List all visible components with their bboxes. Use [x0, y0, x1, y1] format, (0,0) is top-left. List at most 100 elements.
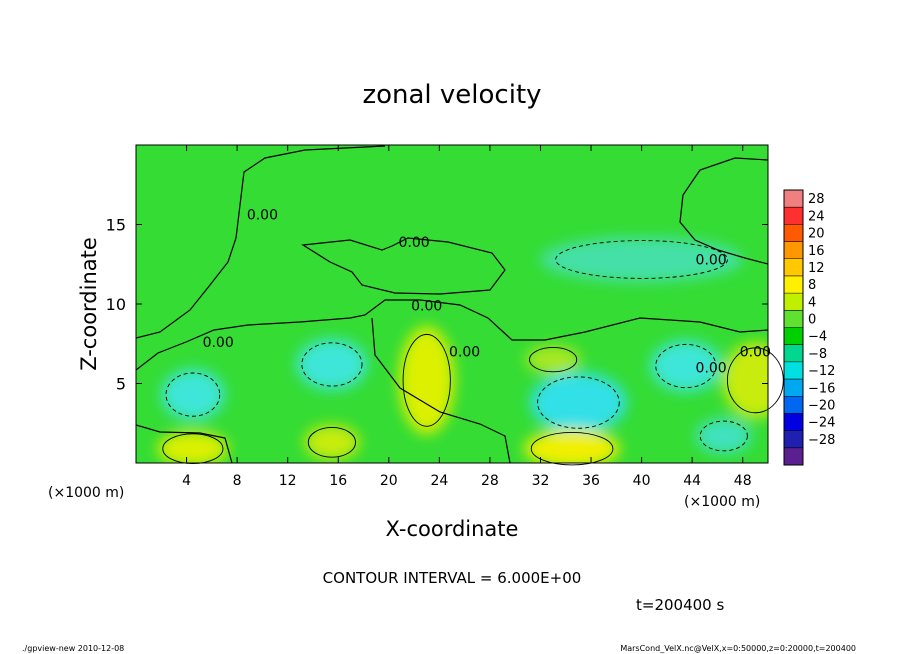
- colorbar-label: −24: [808, 416, 835, 431]
- zero-contours: [136, 145, 768, 463]
- zero-contour-bottom-left: [136, 424, 233, 463]
- field-blob-negative: [161, 369, 225, 421]
- field-blob-positive: [157, 431, 229, 463]
- zero-contour-right: [679, 157, 768, 265]
- colorbar-label: −12: [808, 364, 835, 379]
- contour-label: 0.00: [696, 252, 727, 268]
- colorbar: 28 24 20 16 12 8 4 0 −4 −8 −12 −16 −20 −24 −28: [783, 189, 835, 466]
- footer-left: ./gpview-new 2010-12-08: [22, 644, 124, 653]
- x-axis-label: X-coordinate: [386, 517, 519, 541]
- colorbar-label: −4: [808, 330, 827, 345]
- field-blob-positive: [304, 424, 360, 460]
- x-tick-label: 24: [430, 473, 448, 489]
- chart-title: zonal velocity: [362, 80, 541, 110]
- colorbar-swatch: [784, 190, 803, 208]
- x-tick-label: 4: [182, 473, 191, 489]
- field-fill: [157, 237, 768, 463]
- colorbar-swatch: [784, 207, 803, 225]
- x-tick-label: 16: [329, 473, 347, 489]
- colorbar-swatch: [784, 241, 803, 260]
- colorbar-swatch: [784, 379, 803, 397]
- colorbar-swatch: [784, 413, 803, 432]
- colorbar-label: 28: [808, 192, 825, 207]
- contour-labels: 0.00 0.00 0.00 0.00 0.00 0.00 0.00 0.00: [203, 208, 771, 377]
- colorbar-label: −28: [808, 433, 835, 448]
- zero-contour-middle: [301, 237, 506, 295]
- field-blob-positive: [722, 342, 768, 419]
- y-tick-label: 10: [106, 295, 126, 314]
- positive-contour: [529, 347, 578, 373]
- y-axis-ticks: 5 10 15: [106, 216, 768, 394]
- colorbar-swatch: [784, 293, 803, 311]
- positive-contour: [307, 427, 357, 458]
- colorbar-label: 24: [808, 209, 825, 224]
- plot-area: 0.000.000.000.000.000.00 0.000.00 4 8 12 16 2…: [106, 144, 784, 489]
- time-label: t=200400 s: [636, 596, 724, 614]
- x-tick-label: 32: [532, 473, 550, 489]
- feature-contours: [162, 240, 784, 466]
- positive-contour: [402, 333, 451, 427]
- colorbar-label: 16: [808, 244, 825, 259]
- x-tick-label: 40: [633, 473, 651, 489]
- x-tick-label: 20: [380, 473, 398, 489]
- colorbar-label: −20: [808, 398, 835, 413]
- field-blob-negative: [296, 338, 368, 390]
- colorbar-swatch: [784, 327, 803, 346]
- contour-label: 0.00: [696, 360, 727, 376]
- y-tick-label: 15: [106, 216, 126, 235]
- x-axis-ticks: 4 8 12 16 20 24 28 32 36 40 44 48: [182, 145, 752, 489]
- contour-label: 0.00: [411, 298, 442, 314]
- colorbar-label: −8: [808, 347, 827, 362]
- zero-contour-center: [371, 317, 511, 463]
- colorbar-swatch: [784, 224, 803, 243]
- field-blob-negative: [540, 237, 743, 282]
- colorbar-label: 20: [808, 227, 825, 242]
- colorbar-label: −16: [808, 381, 835, 396]
- contour-label: 0.00: [449, 344, 480, 360]
- colorbar-label: 4: [808, 295, 816, 310]
- zero-contour-lower: [136, 299, 768, 371]
- colorbar-swatch: [784, 258, 803, 277]
- x-tick-label: 36: [582, 473, 600, 489]
- zero-contour-upper: [136, 145, 386, 339]
- positive-contour: [530, 432, 614, 466]
- field-blob-positive: [398, 326, 455, 435]
- negative-contour: [699, 420, 748, 452]
- negative-contour: [655, 343, 717, 389]
- field-blob-negative: [530, 372, 627, 433]
- colorbar-swatch: [784, 344, 803, 363]
- colorbar-label: 12: [808, 261, 825, 276]
- contour-label: 0.00: [740, 344, 771, 360]
- negative-contour: [165, 372, 221, 417]
- field-blob-negative: [650, 340, 722, 392]
- colorbar-swatch: [784, 361, 803, 380]
- colorbar-swatch: [784, 396, 803, 414]
- contour-label: 0.00: [398, 235, 429, 251]
- y-tick-label: 5: [116, 375, 126, 394]
- y-axis-label: Z-coordinate: [77, 237, 101, 371]
- field-blob-positive: [525, 345, 581, 374]
- colorbar-swatch: [784, 310, 803, 328]
- colorbar-label: 8: [808, 278, 816, 293]
- contour-interval-text: CONTOUR INTERVAL = 6.000E+00: [323, 569, 582, 587]
- negative-contour: [555, 240, 729, 279]
- y-axis-unit: (×1000 m): [48, 485, 124, 501]
- colorbar-label: 0: [808, 313, 816, 328]
- contour-label: 0.00: [203, 335, 234, 351]
- x-tick-label: 8: [233, 473, 242, 489]
- colorbar-swatch: [784, 275, 803, 294]
- x-tick-label: 12: [279, 473, 297, 489]
- negative-contour: [537, 376, 620, 429]
- positive-contour: [162, 433, 224, 465]
- x-tick-label: 28: [481, 473, 499, 489]
- negative-contour: [301, 342, 363, 387]
- footer-right: MarsCond_VelX.nc@VelX,x=0:50000,z=0:2000…: [620, 644, 856, 653]
- x-tick-label: 48: [734, 473, 752, 489]
- positive-contour: [726, 347, 784, 414]
- x-tick-label: 44: [683, 473, 701, 489]
- contour-label: 0.00: [247, 208, 278, 224]
- colorbar-swatch: [784, 430, 803, 449]
- x-axis-unit: (×1000 m): [684, 494, 760, 510]
- field-blob-positive: [524, 429, 621, 463]
- field-blob-negative: [695, 418, 752, 454]
